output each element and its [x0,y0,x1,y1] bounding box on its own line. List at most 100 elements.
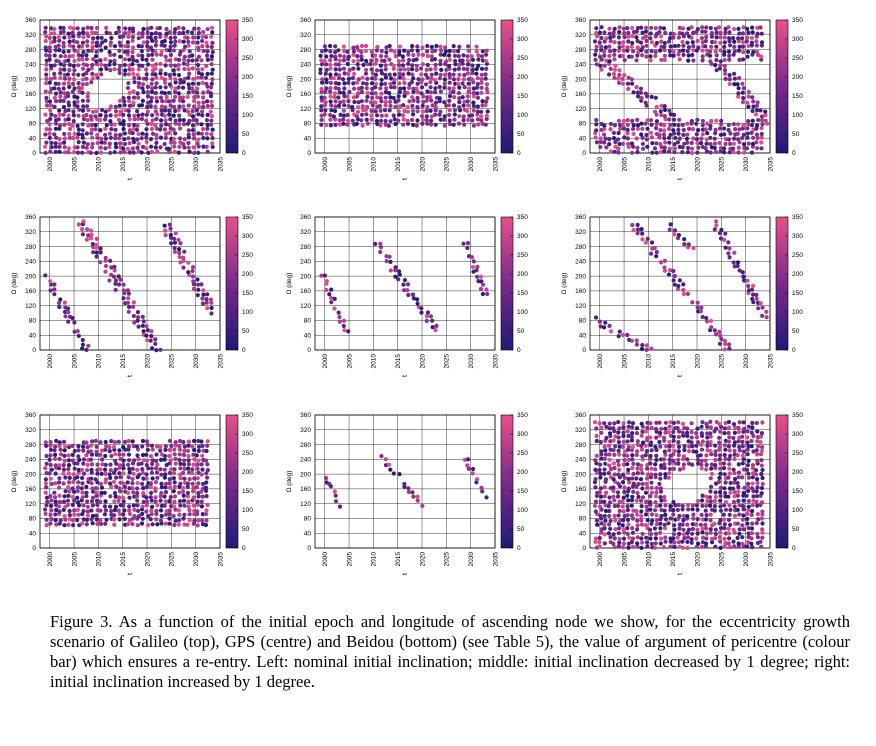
data-point [731,52,736,57]
colour-bar-label: 250 [517,450,528,457]
data-point [733,127,738,132]
y-tick-label: 360 [300,17,311,24]
data-point [141,82,146,87]
data-point [704,494,709,499]
data-point [717,329,722,334]
data-point [127,128,132,133]
data-point [672,544,677,550]
data-point [672,44,678,49]
data-point [664,444,669,449]
data-point [177,457,182,462]
data-point [461,118,466,123]
data-point [456,54,461,59]
data-point [602,494,607,499]
data-point [626,39,631,44]
data-point [471,86,476,91]
data-point [61,29,66,34]
data-point [667,439,672,444]
data-point [657,29,662,35]
data-point [98,128,103,133]
data-point [439,67,444,72]
data-point [62,523,67,528]
data-point [153,39,159,44]
colour-bar [775,414,789,549]
data-point [681,132,686,137]
data-point [750,420,755,426]
data-point [47,45,52,50]
data-point [98,467,103,472]
data-point [703,508,708,513]
data-point [397,44,402,49]
data-point [438,72,443,77]
data-point [63,108,68,114]
colour-bar-label: 50 [517,328,525,335]
data-point [713,463,718,468]
data-point [48,462,53,467]
data-point [745,131,750,136]
data-point [751,292,756,297]
data-point [99,48,104,53]
data-point [65,72,70,77]
data-point [612,503,617,509]
data-point [759,31,764,36]
data-point [634,426,640,431]
data-point [352,99,357,105]
data-point [755,146,760,151]
data-point [737,76,742,81]
data-point [116,508,121,513]
data-point [187,71,192,76]
data-point [741,86,746,91]
colour-bar [500,19,514,154]
data-point [658,530,663,536]
data-point [70,518,76,523]
data-point [47,35,52,41]
data-point [602,532,607,537]
data-point [616,544,621,549]
data-point [90,135,95,140]
data-point [462,122,467,127]
data-point [144,476,149,481]
data-point [172,30,177,35]
data-point [140,511,145,516]
data-point [593,52,598,57]
data-point [764,315,769,320]
data-point [112,517,117,522]
data-point [77,89,82,94]
data-point [200,453,205,458]
data-point [186,439,191,444]
data-point [209,81,214,86]
data-point [658,526,663,531]
data-point [158,347,163,352]
data-point [484,287,489,292]
data-point [740,504,746,509]
data-point [171,68,176,73]
plot-frame [589,216,771,351]
data-point [209,118,214,123]
data-point [210,67,215,72]
data-point [658,486,663,491]
data-point [113,132,118,138]
data-point [172,144,177,149]
data-point [70,89,75,94]
data-point [150,458,155,463]
data-point [360,75,365,80]
data-point [192,457,197,462]
data-point [126,95,131,100]
data-point [465,71,470,76]
data-point [61,112,66,117]
data-point [346,329,351,334]
data-point [116,25,121,30]
data-point [653,426,659,431]
data-point [754,296,759,301]
data-point [158,135,164,140]
data-point [635,535,640,540]
data-point [617,80,622,85]
data-point [163,447,168,452]
data-point [593,135,598,140]
data-point [329,103,334,108]
data-point [365,76,370,81]
data-point [121,471,126,476]
data-point [135,498,140,503]
data-point [415,81,420,86]
data-point [47,99,53,104]
